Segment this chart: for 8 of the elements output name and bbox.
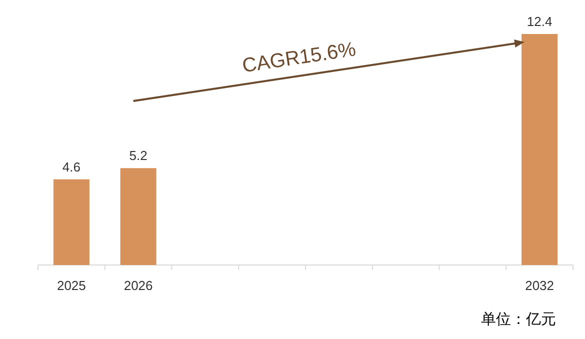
text: 单位：亿元 bbox=[481, 311, 556, 328]
x-tick-label: 2025 bbox=[56, 278, 86, 293]
x-tick-label: 2026 bbox=[124, 278, 153, 293]
data-label: 12.4 bbox=[526, 14, 552, 29]
data-label: 4.6 bbox=[62, 159, 80, 174]
x-tick-label: 2032 bbox=[525, 278, 554, 293]
data-label: 5.2 bbox=[129, 148, 148, 164]
annotation: CAGR15.6% bbox=[240, 38, 358, 78]
